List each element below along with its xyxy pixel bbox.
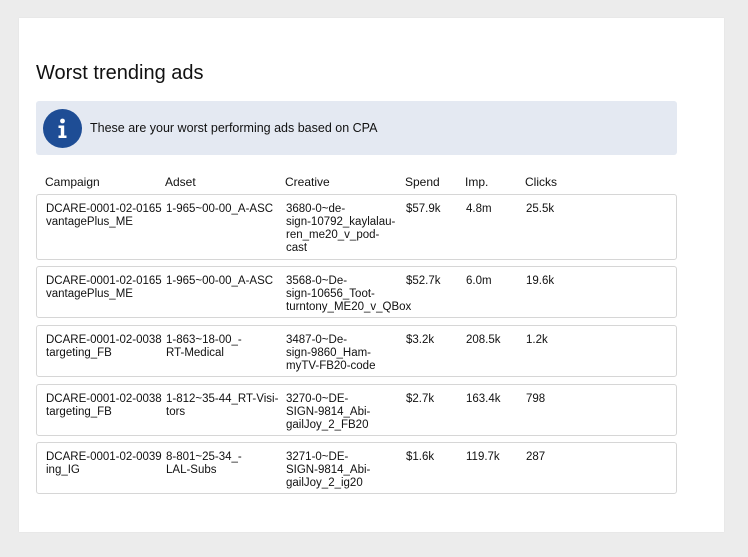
table-row[interactable]: DCARE-0001-02-0165 vantagePlus_ME 1-965~… xyxy=(36,194,677,260)
cell-imp: 163.4k xyxy=(466,393,501,405)
table-row[interactable]: DCARE-0001-02-0038 targeting_FB 1-863~18… xyxy=(36,325,677,377)
cell-creative: 3270-0~DE- SIGN-9814_Abi- gailJoy_2_FB20 xyxy=(286,393,371,431)
table-row[interactable]: DCARE-0001-02-0165 vantagePlus_ME 1-965~… xyxy=(36,266,677,318)
cell-imp: 6.0m xyxy=(466,275,492,287)
cell-imp: 119.7k xyxy=(466,451,500,463)
cell-campaign: DCARE-0001-02-0165 vantagePlus_ME xyxy=(46,203,162,228)
cell-creative: 3568-0~De- sign-10656_Toot- turntony_ME2… xyxy=(286,275,412,313)
header-adset[interactable]: Adset xyxy=(165,175,196,189)
banner-message: These are your worst performing ads base… xyxy=(90,121,378,135)
cell-adset: 1-965~00-00_A-ASC xyxy=(166,275,274,287)
header-clicks[interactable]: Clicks xyxy=(525,175,557,189)
header-imp[interactable]: Imp. xyxy=(465,175,489,189)
cell-adset: 1-812~35-44_RT-Visi- tors xyxy=(166,393,279,418)
info-icon xyxy=(43,108,82,148)
info-banner: These are your worst performing ads base… xyxy=(36,101,677,155)
cell-creative: 3487-0~De- sign-9860_Ham- myTV-FB20-code xyxy=(286,334,376,372)
table-row[interactable]: DCARE-0001-02-0039 ing_IG 8-801~25-34_- … xyxy=(36,442,677,494)
table-row[interactable]: DCARE-0001-02-0038 targeting_FB 1-812~35… xyxy=(36,384,677,436)
header-spend[interactable]: Spend xyxy=(405,175,440,189)
cell-spend: $1.6k xyxy=(406,451,435,463)
cell-spend: $57.9k xyxy=(406,203,441,215)
header-campaign[interactable]: Campaign xyxy=(45,175,100,189)
table-header: Campaign Adset Creative Spend Imp. Click… xyxy=(45,175,675,191)
cell-campaign: DCARE-0001-02-0039 ing_IG xyxy=(46,451,162,476)
cell-clicks: 287 xyxy=(526,451,546,463)
cell-campaign: DCARE-0001-02-0165 vantagePlus_ME xyxy=(46,275,162,300)
cell-imp: 208.5k xyxy=(466,334,501,346)
cell-spend: $52.7k xyxy=(406,275,441,287)
cell-adset: 1-965~00-00_A-ASC xyxy=(166,203,274,215)
cell-clicks: 798 xyxy=(526,393,546,405)
cell-spend: $2.7k xyxy=(406,393,435,405)
header-creative[interactable]: Creative xyxy=(285,175,330,189)
cell-spend: $3.2k xyxy=(406,334,435,346)
cell-clicks: 19.6k xyxy=(526,275,555,287)
cell-campaign: DCARE-0001-02-0038 targeting_FB xyxy=(46,334,162,359)
cell-adset: 1-863~18-00_- RT-Medical xyxy=(166,334,242,359)
cell-imp: 4.8m xyxy=(466,203,492,215)
worst-ads-card: Worst trending ads These are your worst … xyxy=(19,18,724,532)
cell-clicks: 1.2k xyxy=(526,334,548,346)
cell-adset: 8-801~25-34_- LAL-Subs xyxy=(166,451,242,476)
cell-clicks: 25.5k xyxy=(526,203,555,215)
cell-creative: 3680-0~de- sign-10792_kaylalau- ren_me20… xyxy=(286,203,396,254)
cell-creative: 3271-0~DE- SIGN-9814_Abi- gailJoy_2_ig20 xyxy=(286,451,371,489)
page-title: Worst trending ads xyxy=(36,62,204,84)
cell-campaign: DCARE-0001-02-0038 targeting_FB xyxy=(46,393,162,418)
